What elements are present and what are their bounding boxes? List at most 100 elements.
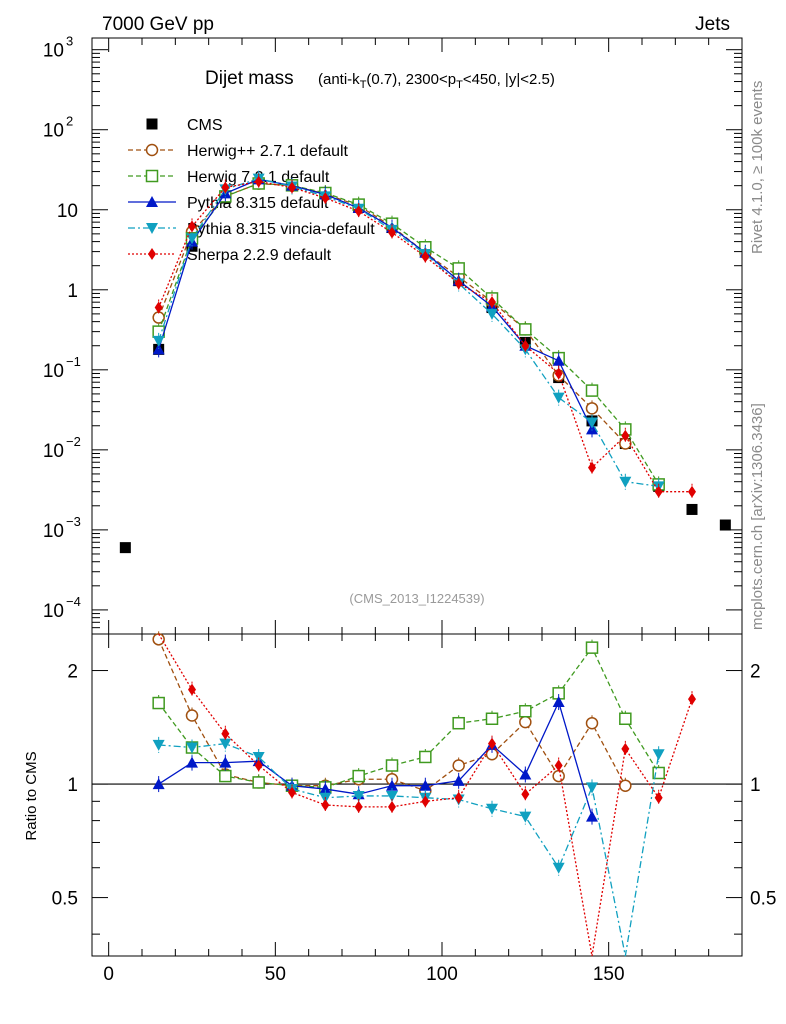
data-point-sherpa bbox=[554, 759, 563, 772]
ratio-frame bbox=[91, 633, 743, 957]
data-point-sherpa bbox=[321, 192, 330, 205]
data-point-herwig7 bbox=[452, 262, 465, 275]
data-point-herwig7 bbox=[219, 769, 232, 783]
data-point-vincia bbox=[586, 782, 598, 794]
data-point-herwig7 bbox=[585, 641, 599, 654]
legend: CMS Herwig++ 2.7.1 default Herwig 7.2.1 de… bbox=[128, 117, 375, 264]
series-vincia bbox=[152, 735, 665, 957]
legend-label: Pythia 8.315 default bbox=[187, 195, 329, 212]
data-point-sherpa bbox=[321, 799, 330, 812]
data-point-vincia bbox=[219, 738, 232, 750]
legend-marker bbox=[146, 223, 158, 234]
data-point-vincia bbox=[252, 751, 265, 763]
data-point-sherpa bbox=[488, 296, 496, 309]
data-point-sherpa bbox=[254, 759, 263, 772]
data-point-herwig7 bbox=[419, 750, 432, 764]
data-point-herwigpp bbox=[452, 759, 465, 772]
data-point-sherpa bbox=[621, 742, 630, 755]
data-point-sherpa bbox=[454, 791, 463, 804]
data-point-sherpa bbox=[654, 791, 663, 804]
data-point-herwig7 bbox=[619, 712, 632, 726]
data-point-vincia bbox=[619, 476, 632, 488]
y-tick-label: 10 bbox=[43, 441, 64, 462]
legend-marker bbox=[148, 248, 156, 260]
data-point-sherpa bbox=[154, 301, 163, 314]
data-point-herwigpp bbox=[519, 715, 532, 729]
y-tick-exponent: 2 bbox=[66, 114, 73, 129]
data-point-pythia bbox=[552, 696, 565, 708]
plot-subtitle: (anti-kT(0.7), 2300<pT<450, |y|<2.5) bbox=[318, 71, 555, 91]
series-sherpa bbox=[158, 633, 696, 957]
data-point-herwig7 bbox=[385, 759, 399, 772]
plot-title: Dijet mass bbox=[205, 68, 294, 89]
ratio-panel: 0 50 100 150 0.5 0.5 1 1 2 2 bbox=[52, 634, 776, 985]
data-point-pythia bbox=[386, 779, 398, 791]
data-point-sherpa bbox=[654, 485, 663, 498]
ratio-y-tick-label-right: 2 bbox=[750, 662, 761, 683]
data-point-vincia bbox=[552, 392, 565, 404]
data-point-vincia bbox=[386, 790, 398, 802]
series-herwig7 bbox=[152, 639, 665, 796]
ratio-y-tick-label-right: 0.5 bbox=[750, 889, 776, 910]
data-point-vincia bbox=[519, 811, 532, 823]
mcplots-label: mcplots.cern.ch [arXiv:1306.3436] bbox=[749, 403, 766, 630]
y-tick-label: 10 bbox=[43, 521, 64, 542]
data-point-sherpa bbox=[188, 220, 196, 233]
series-sherpa bbox=[154, 173, 696, 500]
data-point-sherpa bbox=[488, 737, 496, 750]
y-tick-label: 10 bbox=[57, 201, 78, 222]
y-tick-exponent: 3 bbox=[66, 34, 73, 49]
data-point-pythia bbox=[586, 810, 598, 822]
data-point-sherpa bbox=[254, 175, 263, 188]
legend-entry-herwig7: Herwig 7.2.1 default bbox=[128, 169, 330, 186]
data-point-herwig7 bbox=[152, 696, 165, 710]
legend-label: Herwig++ 2.7.1 default bbox=[187, 143, 349, 160]
data-point-vincia bbox=[486, 803, 498, 815]
data-point-pythia bbox=[519, 768, 532, 780]
data-point-sherpa bbox=[388, 800, 396, 813]
series-line-herwigpp bbox=[158, 639, 626, 792]
legend-label: CMS bbox=[187, 117, 223, 134]
data-point-herwig7 bbox=[519, 323, 532, 336]
data-point-vincia bbox=[552, 862, 565, 874]
y-tick-exponent: −3 bbox=[66, 514, 81, 529]
data-point-herwig7 bbox=[519, 704, 532, 718]
data-point-sherpa bbox=[621, 429, 630, 442]
data-point-vincia bbox=[186, 742, 198, 754]
data-point-sherpa bbox=[554, 367, 563, 380]
data-point-sherpa bbox=[288, 181, 296, 194]
ratio-y-tick-label: 2 bbox=[67, 662, 78, 683]
data-point-vincia bbox=[186, 233, 198, 245]
data-point-sherpa bbox=[354, 205, 363, 218]
series-vincia bbox=[152, 170, 665, 495]
data-point-pythia bbox=[452, 774, 465, 786]
data-point-sherpa bbox=[421, 795, 430, 808]
data-point-sherpa bbox=[221, 181, 230, 194]
data-point-vincia bbox=[352, 790, 365, 802]
data-point-herwig7 bbox=[252, 776, 265, 789]
x-tick-label: 50 bbox=[265, 964, 286, 985]
y-tick-exponent: −4 bbox=[66, 594, 81, 609]
data-point-cms bbox=[119, 542, 131, 554]
data-point-sherpa bbox=[521, 339, 530, 352]
y-tick-label: 10 bbox=[43, 361, 64, 382]
data-point-sherpa bbox=[221, 727, 230, 740]
rivet-label: Rivet 4.1.0, ≥ 100k events bbox=[749, 81, 766, 254]
data-point-pythia bbox=[152, 778, 165, 790]
data-point-herwigpp bbox=[552, 769, 565, 783]
series-line-herwig7 bbox=[158, 646, 660, 789]
legend-marker bbox=[145, 169, 159, 183]
data-point-sherpa bbox=[388, 226, 396, 239]
data-point-herwig7 bbox=[352, 769, 365, 783]
data-point-herwig7 bbox=[652, 766, 665, 780]
legend-entry-cms: CMS bbox=[146, 117, 223, 134]
data-point-sherpa bbox=[354, 800, 363, 813]
y-tick-label: 10 bbox=[43, 121, 64, 142]
analysis-label: (CMS_2013_I1224539) bbox=[349, 591, 484, 606]
x-tick-label: 0 bbox=[103, 964, 114, 985]
legend-label: Sherpa 2.2.9 default bbox=[187, 247, 332, 264]
data-point-herwigpp bbox=[185, 709, 199, 722]
data-point-sherpa bbox=[688, 485, 696, 498]
